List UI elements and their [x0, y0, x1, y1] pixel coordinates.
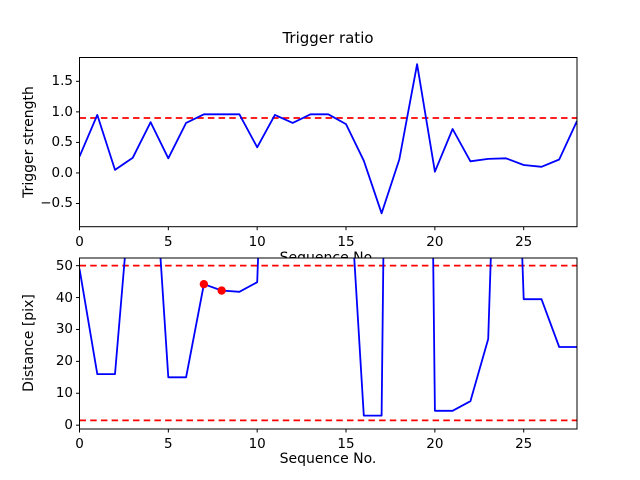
y-tick-label: 1.5 — [51, 73, 73, 90]
chart-title: Trigger ratio — [282, 29, 374, 47]
x-axis-label-bottom: Sequence No. — [279, 451, 377, 467]
y-axis-label-top: Trigger strength — [21, 86, 37, 198]
axes-background — [79, 258, 577, 429]
y-tick-label: −0.5 — [40, 195, 73, 212]
y-axis-label-bottom: Distance [pix] — [21, 294, 37, 392]
y-tick-label: 0.5 — [51, 134, 73, 151]
axes-frame — [79, 57, 578, 228]
x-tick-label: 0 — [75, 436, 84, 452]
y-tick-label: 40 — [55, 289, 73, 306]
axes-background — [79, 57, 577, 227]
y-tick-label: 0.0 — [51, 164, 73, 181]
y-tick-label: 1.0 — [51, 103, 73, 120]
x-tick-label: 20 — [426, 233, 444, 250]
data-line-distance-pix — [79, 258, 577, 417]
x-tick-label: 25 — [515, 233, 533, 250]
x-tick-label: 10 — [248, 233, 266, 250]
x-tick-label: 25 — [515, 436, 533, 452]
x-tick-label: 0 — [75, 233, 84, 250]
y-tick-label: 50 — [55, 257, 73, 274]
y-tick-label: 20 — [55, 353, 73, 370]
marker-dot — [199, 279, 209, 289]
axes-frame — [79, 257, 578, 430]
x-tick-label: 10 — [248, 436, 266, 452]
x-axis-label-top-text: Sequence No. — [279, 249, 377, 259]
x-tick-label: 15 — [337, 436, 355, 452]
marker-dot — [217, 286, 226, 295]
x-tick-label: 15 — [337, 233, 355, 250]
x-tick-label: 5 — [164, 233, 173, 250]
x-axis-label-top-clipped: Sequence No. — [228, 248, 428, 259]
x-tick-label: 5 — [164, 436, 173, 452]
y-tick-label: 30 — [55, 321, 73, 338]
x-tick-label: 20 — [426, 436, 444, 452]
data-line-trigger-strength — [79, 63, 577, 215]
y-tick-label: 10 — [55, 385, 73, 402]
y-tick-label: 0 — [64, 417, 73, 434]
